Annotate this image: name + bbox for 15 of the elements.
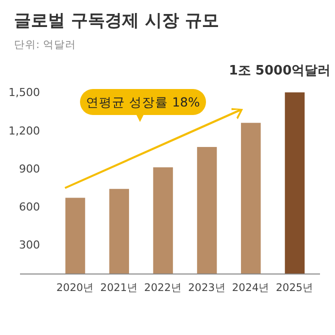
x-tick-label: 2024년 [232,282,270,294]
annotation: 연평균 성장률 18% [86,94,200,110]
y-tick-label: 1,200 [8,124,40,138]
chart-title: 글로벌 구독경제 시장 규모 [14,11,219,31]
annotation: 1조 5000억달러 [228,63,331,78]
x-tick-label: 2025년 [276,282,314,294]
y-tick-label: 900 [19,162,40,176]
x-tick-label: 2023년 [188,282,226,294]
x-tick-label: 2020년 [56,282,94,294]
y-tick-label: 1,500 [8,86,40,100]
y-axis-title: 단위: 억달러 [14,39,76,51]
y-tick-label: 600 [19,200,40,214]
x-tick-label: 2021년 [100,282,138,294]
y-tick-label: 300 [19,238,40,252]
x-tick-label: 2022년 [144,282,182,294]
